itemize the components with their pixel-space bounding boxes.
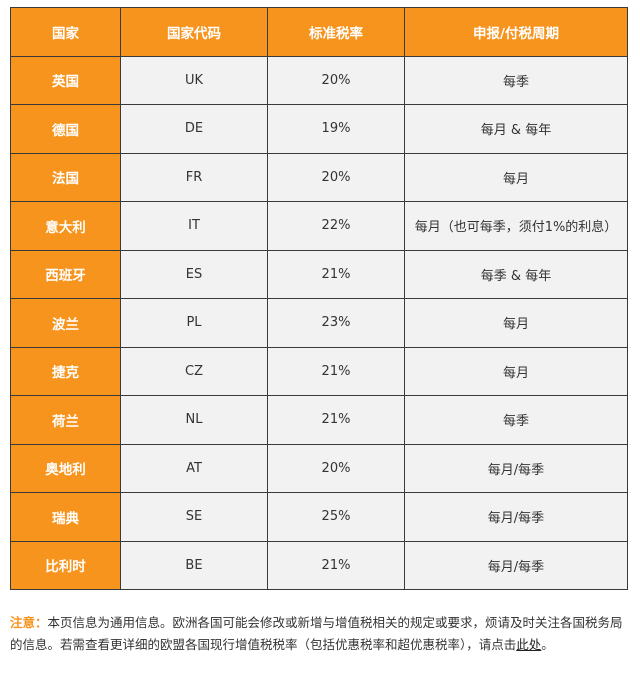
note-text: 本页信息为通用信息。欧洲各国可能会修改或新增与增值税相关的规定或要求，烦请及时关…	[10, 615, 623, 652]
filing-period-cell: 每月 & 每年	[404, 104, 628, 154]
vat-rate-table: 国家 国家代码 标准税率 申报/付税周期 英国 UK 20% 每季 德国 DE 19% 每月 …	[10, 7, 628, 590]
table-row: 西班牙 ES 21% 每季 & 每年	[10, 249, 628, 299]
country-cell: 捷克	[10, 346, 121, 396]
country-cell: 西班牙	[10, 249, 121, 299]
filing-period-cell: 每月	[404, 346, 628, 396]
filing-period-cell: 每季	[404, 395, 628, 445]
header-country: 国家	[10, 7, 121, 57]
standard-rate-cell: 22%	[267, 201, 405, 251]
standard-rate-cell: 21%	[267, 395, 405, 445]
header-filing-period: 申报/付税周期	[404, 7, 628, 57]
country-cell: 奥地利	[10, 443, 121, 493]
filing-period-cell: 每季 & 每年	[404, 249, 628, 299]
standard-rate-cell: 25%	[267, 492, 405, 542]
country-code-cell: PL	[120, 298, 268, 348]
note-paragraph: 注意：本页信息为通用信息。欧洲各国可能会修改或新增与增值税相关的规定或要求，烦请…	[10, 612, 630, 655]
country-cell: 瑞典	[10, 492, 121, 542]
country-cell: 意大利	[10, 201, 121, 251]
filing-period-cell: 每月	[404, 152, 628, 202]
table-row: 捷克 CZ 21% 每月	[10, 346, 628, 396]
standard-rate-cell: 20%	[267, 55, 405, 105]
table-row: 英国 UK 20% 每季	[10, 55, 628, 105]
table-row: 瑞典 SE 25% 每月/每季	[10, 492, 628, 542]
country-cell: 英国	[10, 55, 121, 105]
country-cell: 波兰	[10, 298, 121, 348]
table-row: 德国 DE 19% 每月 & 每年	[10, 104, 628, 154]
country-cell: 法国	[10, 152, 121, 202]
table-row: 比利时 BE 21% 每月/每季	[10, 540, 628, 590]
table-header-row: 国家 国家代码 标准税率 申报/付税周期	[10, 7, 628, 57]
country-cell: 德国	[10, 104, 121, 154]
country-code-cell: BE	[120, 540, 268, 590]
click-here-link[interactable]: 此处	[516, 636, 542, 652]
country-code-cell: IT	[120, 201, 268, 251]
filing-period-cell: 每季	[404, 55, 628, 105]
country-code-cell: DE	[120, 104, 268, 154]
filing-period-cell: 每月/每季	[404, 492, 628, 542]
filing-period-cell: 每月（也可每季，须付1%的利息）	[404, 201, 628, 251]
filing-period-cell: 每月	[404, 298, 628, 348]
country-code-cell: ES	[120, 249, 268, 299]
note-label: 注意：	[10, 615, 48, 630]
standard-rate-cell: 21%	[267, 540, 405, 590]
table-row: 波兰 PL 23% 每月	[10, 298, 628, 348]
table-row: 荷兰 NL 21% 每季	[10, 395, 628, 445]
country-code-cell: FR	[120, 152, 268, 202]
standard-rate-cell: 21%	[267, 346, 405, 396]
country-cell: 荷兰	[10, 395, 121, 445]
country-code-cell: AT	[120, 443, 268, 493]
filing-period-cell: 每月/每季	[404, 540, 628, 590]
standard-rate-cell: 20%	[267, 152, 405, 202]
note-end: 。	[541, 636, 554, 652]
table-row: 法国 FR 20% 每月	[10, 152, 628, 202]
country-code-cell: NL	[120, 395, 268, 445]
standard-rate-cell: 20%	[267, 443, 405, 493]
standard-rate-cell: 21%	[267, 249, 405, 299]
header-standard-rate: 标准税率	[267, 7, 405, 57]
filing-period-cell: 每月/每季	[404, 443, 628, 493]
table-row: 奥地利 AT 20% 每月/每季	[10, 443, 628, 493]
table-row: 意大利 IT 22% 每月（也可每季，须付1%的利息）	[10, 201, 628, 251]
standard-rate-cell: 19%	[267, 104, 405, 154]
country-cell: 比利时	[10, 540, 121, 590]
standard-rate-cell: 23%	[267, 298, 405, 348]
header-country-code: 国家代码	[120, 7, 268, 57]
country-code-cell: CZ	[120, 346, 268, 396]
country-code-cell: UK	[120, 55, 268, 105]
country-code-cell: SE	[120, 492, 268, 542]
